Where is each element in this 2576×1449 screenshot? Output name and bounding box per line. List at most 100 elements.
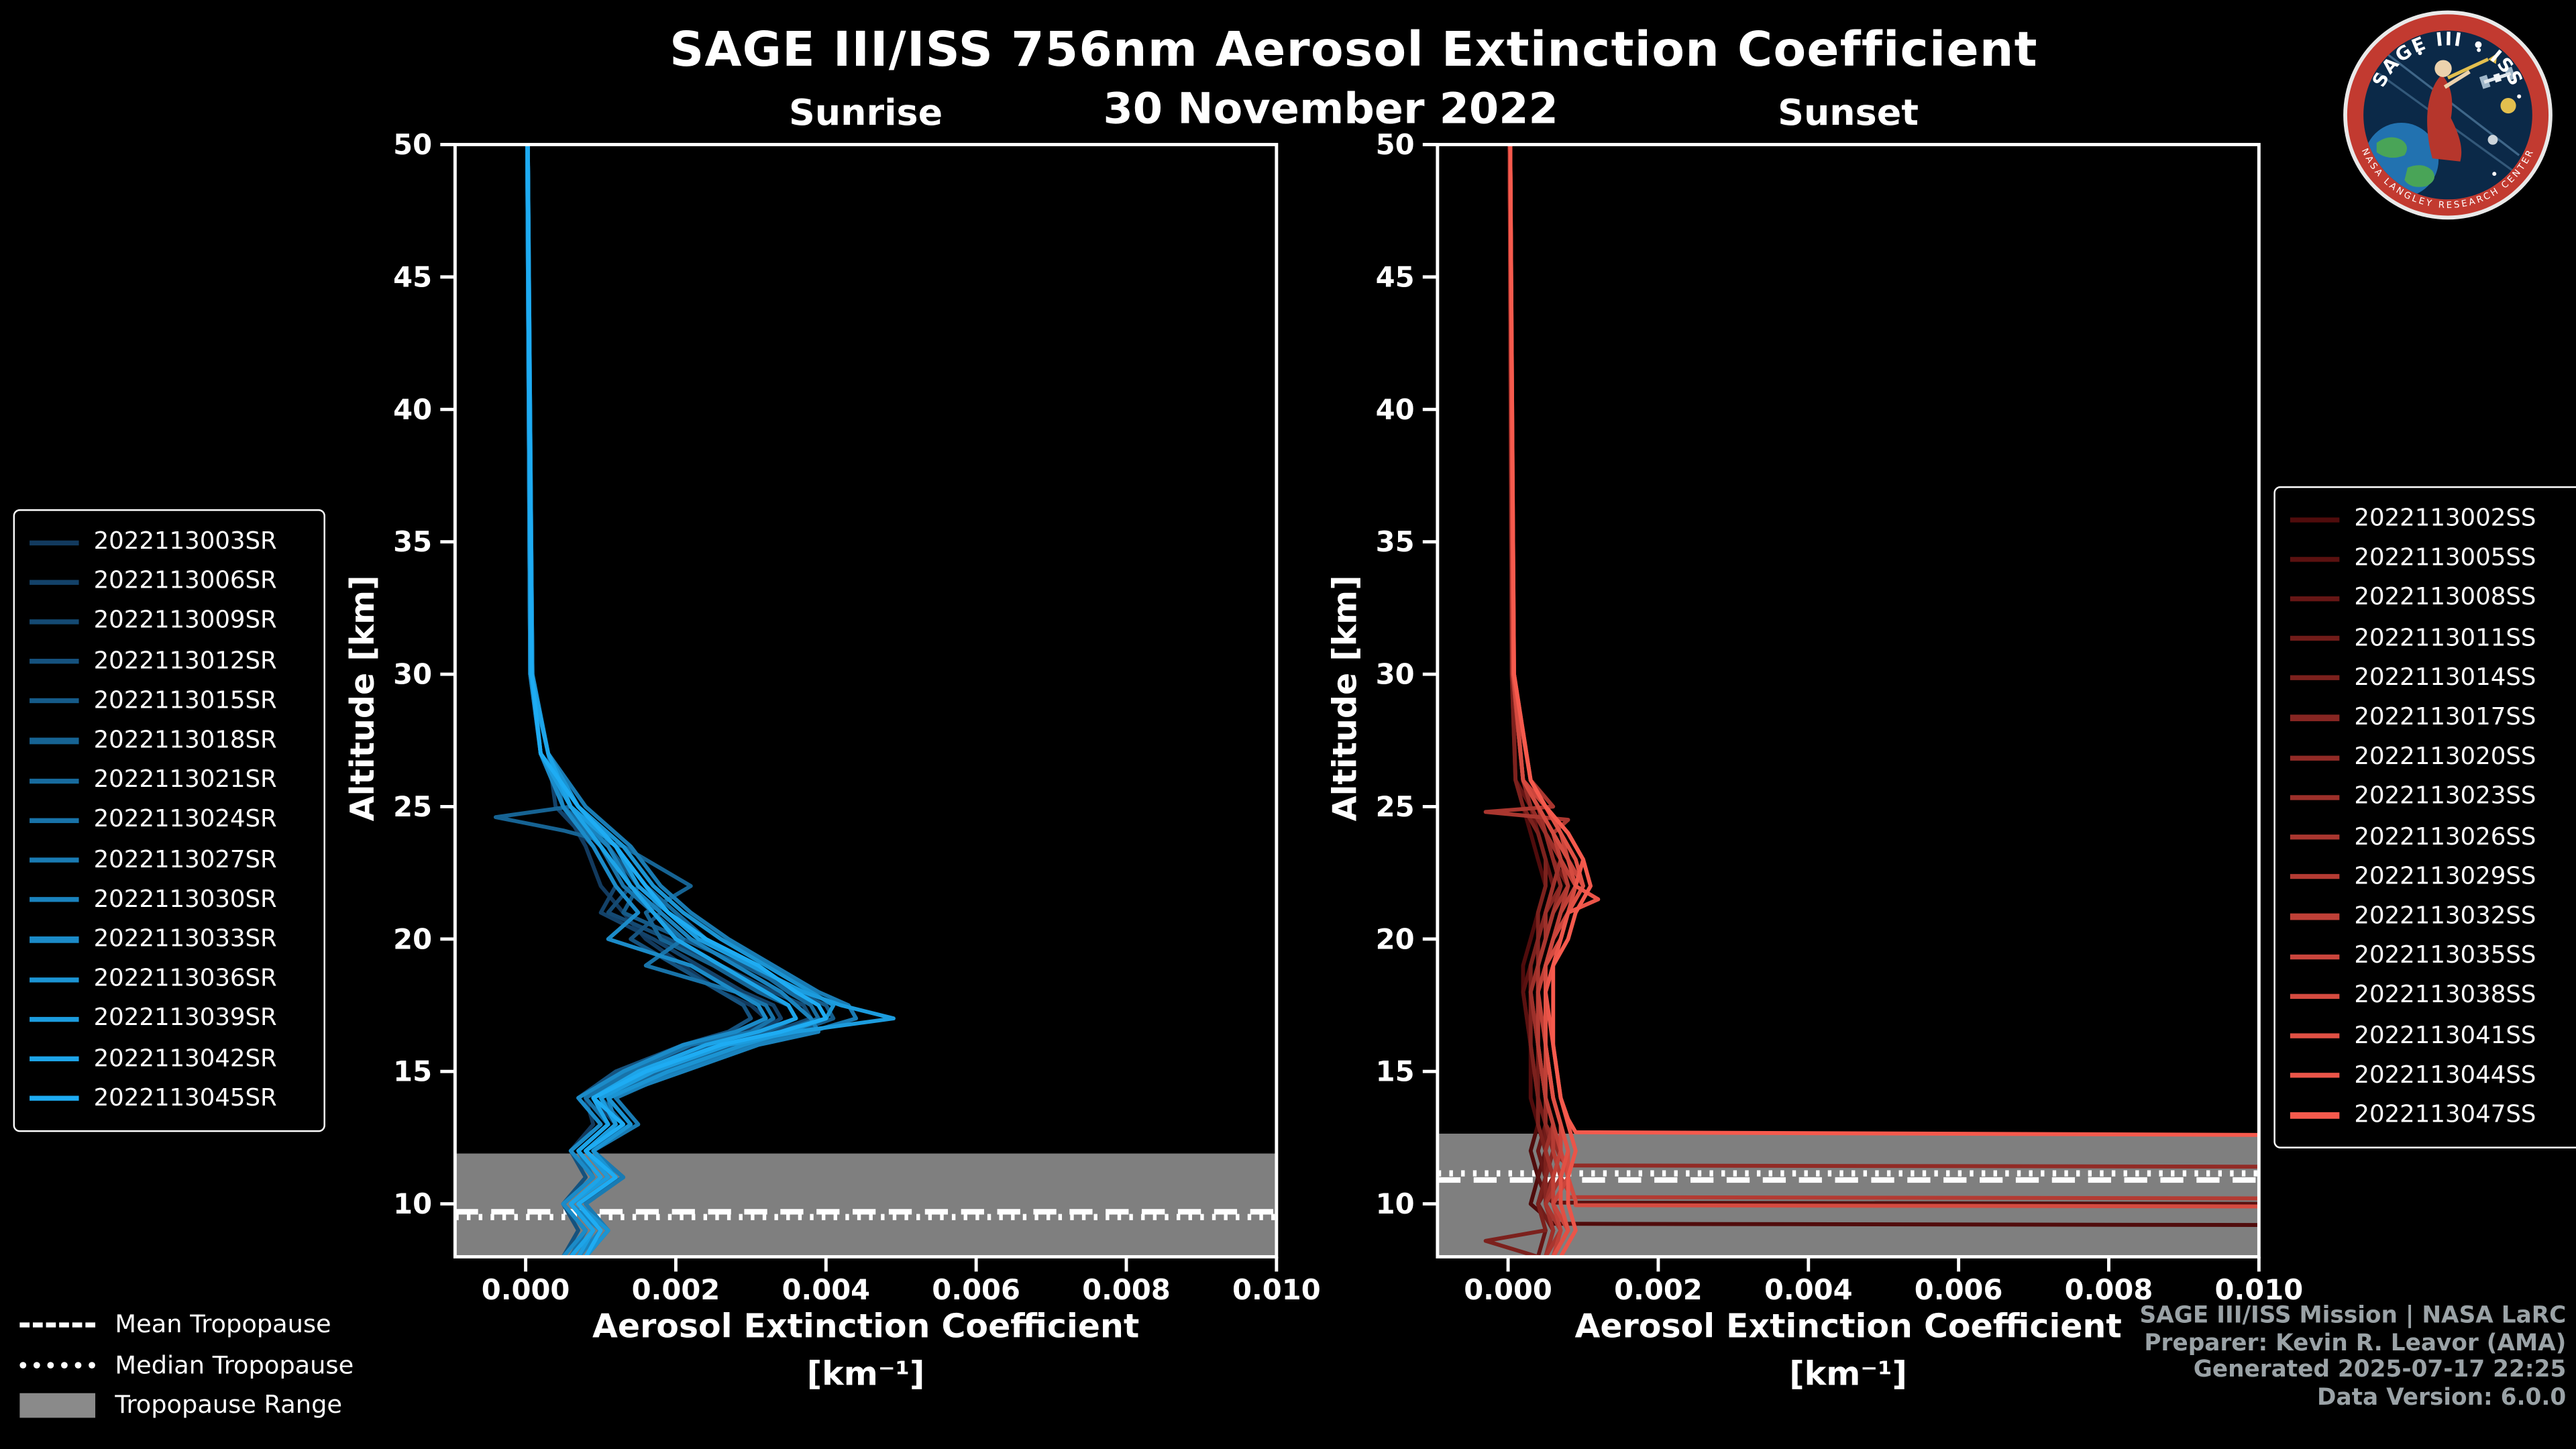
legend-item: 2022113002SS xyxy=(2290,499,2576,539)
legend-item: 2022113021SR xyxy=(30,761,309,800)
legend-label: 2022113018SR xyxy=(93,727,277,755)
star-icon xyxy=(2517,94,2522,99)
legend-line-swatch xyxy=(30,619,79,625)
earth-land xyxy=(2404,165,2434,187)
legend-item: 2022113044SS xyxy=(2290,1056,2576,1095)
legend-label: 2022113045SR xyxy=(93,1085,277,1112)
legend-item-mean-tropopause: Mean Tropopause xyxy=(19,1304,354,1344)
legend-label: 2022113044SS xyxy=(2354,1062,2536,1089)
legend-item: 2022113009SR xyxy=(30,602,309,641)
legend-label: 2022113047SS xyxy=(2354,1102,2536,1129)
legend-line-swatch xyxy=(2290,835,2340,840)
legend-label: Tropopause Range xyxy=(115,1391,343,1421)
plot-border xyxy=(453,143,1279,1258)
legend-line-swatch xyxy=(30,936,79,943)
legend-line-swatch xyxy=(2290,676,2340,681)
legend-line-swatch xyxy=(30,1016,79,1022)
x-tick-label: 0.008 xyxy=(2065,1273,2153,1306)
sunrise-x-axis-unit: [km⁻¹] xyxy=(806,1353,925,1393)
legend-item-tropopause-range: Tropopause Range xyxy=(19,1385,354,1426)
dotted-line-icon xyxy=(19,1361,96,1368)
legend-line-swatch xyxy=(2290,755,2340,761)
x-tick-label: 0.004 xyxy=(782,1273,870,1306)
legend-label: 2022113030SR xyxy=(93,886,277,914)
y-tick-label: 20 xyxy=(393,922,432,955)
legend-item: 2022113030SR xyxy=(30,880,309,920)
legend-item: 2022113005SS xyxy=(2290,539,2576,579)
sunset-x-axis-label: Aerosol Extinction Coefficient xyxy=(1574,1305,2122,1346)
credits: SAGE III/ISS Mission | NASA LaRC Prepare… xyxy=(2139,1303,2566,1411)
y-tick-label: 10 xyxy=(393,1187,432,1220)
y-tick-label: 25 xyxy=(1376,790,1415,823)
legend-label: 2022113015SR xyxy=(93,688,277,714)
legend-item: 2022113003SR xyxy=(30,523,309,562)
legend-item: 2022113042SR xyxy=(30,1039,309,1079)
x-tick-label: 0.010 xyxy=(2215,1273,2304,1306)
y-tick-label: 45 xyxy=(393,260,432,293)
legend-item: 2022113014SS xyxy=(2290,658,2576,698)
legend-item: 2022113047SS xyxy=(2290,1095,2576,1135)
profile-line xyxy=(1483,144,1570,1257)
profile-line xyxy=(525,144,836,1257)
sun-icon xyxy=(2500,98,2516,114)
x-tick-label: 0.000 xyxy=(1464,1273,1552,1306)
y-tick-label: 50 xyxy=(393,128,432,161)
legend-item: 2022113035SS xyxy=(2290,936,2576,976)
legend-label: 2022113008SS xyxy=(2354,585,2536,612)
legend-item: 2022113018SR xyxy=(30,721,309,761)
legend-label: 2022113033SR xyxy=(93,926,277,953)
y-tick-label: 15 xyxy=(1376,1055,1415,1088)
legend-line-swatch xyxy=(2290,994,2340,999)
earth-land xyxy=(2376,137,2408,158)
legend-label: 2022113020SS xyxy=(2354,744,2536,771)
legend-label: 2022113041SS xyxy=(2354,1022,2536,1049)
profile-line xyxy=(1483,144,1548,1257)
profile-line xyxy=(1508,144,2259,1201)
trumpet-icon xyxy=(2447,57,2489,80)
y-tick-label: 45 xyxy=(1376,260,1415,293)
x-tick-label: 0.000 xyxy=(482,1273,570,1306)
profile-line xyxy=(525,144,828,1257)
legend-line-swatch xyxy=(30,857,79,863)
x-tick-label: 0.010 xyxy=(1232,1273,1321,1306)
legend-item: 2022113045SR xyxy=(30,1079,309,1118)
legend-line-swatch xyxy=(2290,874,2340,880)
legend-label: Mean Tropopause xyxy=(115,1309,331,1340)
legend-line-swatch xyxy=(2290,556,2340,562)
profile-line xyxy=(525,144,775,1257)
y-tick-label: 35 xyxy=(1376,525,1415,558)
y-tick-label: 20 xyxy=(1376,922,1415,955)
legend-line-swatch xyxy=(2290,1112,2340,1118)
legend-label: 2022113042SR xyxy=(93,1045,277,1073)
legend-label: 2022113009SR xyxy=(93,608,277,635)
gray-band-icon xyxy=(19,1393,96,1418)
legend-line-swatch xyxy=(2290,794,2340,800)
y-tick-label: 10 xyxy=(1376,1187,1415,1220)
profile-line xyxy=(525,144,753,1257)
y-tick-label: 25 xyxy=(393,790,432,823)
star-icon xyxy=(2492,172,2497,176)
profile-line xyxy=(1507,144,2259,1169)
y-tick-label: 40 xyxy=(1376,393,1415,426)
profile-line xyxy=(525,144,859,1257)
profile-line xyxy=(1508,144,2259,1209)
profile-line xyxy=(525,144,896,1257)
legend-line-swatch xyxy=(30,1056,79,1062)
profile-line xyxy=(1507,144,2259,1228)
legend-label: 2022113006SR xyxy=(93,569,277,596)
legend-label: 2022113027SR xyxy=(93,847,277,873)
legend-item: 2022113023SS xyxy=(2290,777,2576,817)
x-tick-label: 0.002 xyxy=(1614,1273,1703,1306)
iss-glyph xyxy=(2479,66,2516,89)
profile-line xyxy=(493,144,798,1257)
legend-label: 2022113039SR xyxy=(93,1006,277,1032)
y-tick-label: 35 xyxy=(393,525,432,558)
legend-item: 2022113039SR xyxy=(30,1000,309,1039)
data-version: Data Version: 6.0.0 xyxy=(2317,1384,2567,1411)
legend-line-swatch xyxy=(30,818,79,823)
legend-label: 2022113017SS xyxy=(2354,704,2536,731)
legend-label: 2022113038SS xyxy=(2354,983,2536,1010)
legend-label: 2022113011SS xyxy=(2354,625,2536,652)
